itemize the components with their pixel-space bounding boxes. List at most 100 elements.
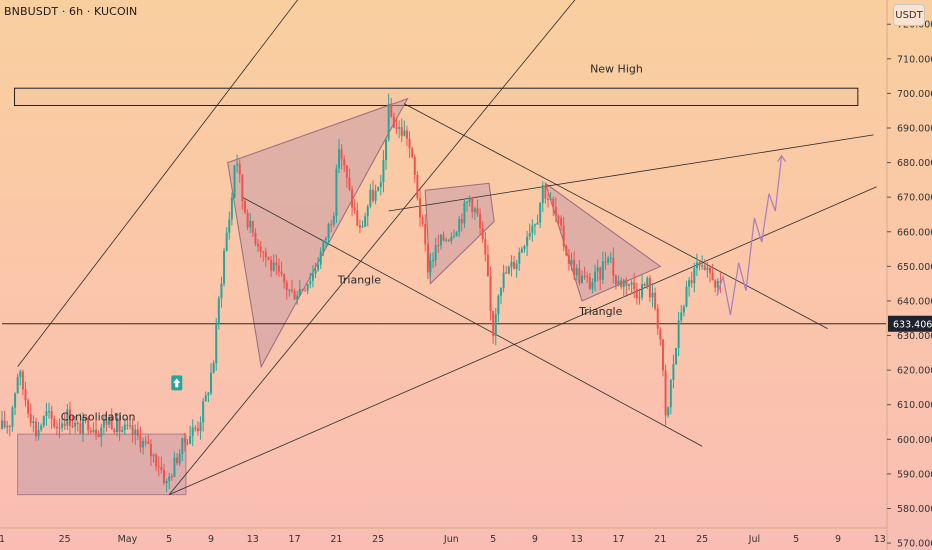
time-tick-label: 5 xyxy=(793,534,799,545)
candle-body xyxy=(361,226,364,228)
candle-body xyxy=(338,149,341,169)
candle-body xyxy=(131,425,134,436)
candle-body xyxy=(238,163,241,175)
candle-body xyxy=(348,177,351,190)
candle-body xyxy=(591,282,594,289)
price-tick-label: 620.000 xyxy=(897,366,932,377)
candle-body xyxy=(604,261,607,263)
candle-body xyxy=(468,197,471,202)
candle-body xyxy=(280,271,283,274)
candle-body xyxy=(651,292,654,298)
candle-body xyxy=(1,420,3,429)
candle-body xyxy=(306,284,309,291)
candle-body xyxy=(8,426,11,428)
candle-body xyxy=(63,423,66,426)
candle-body xyxy=(437,245,440,247)
candle-body xyxy=(207,392,210,396)
candle-body xyxy=(481,228,484,240)
candle-body xyxy=(434,245,437,260)
candle-body xyxy=(204,395,207,402)
candle-body xyxy=(513,261,516,269)
candle-body xyxy=(570,259,573,264)
time-axis: 1 25 May 5 9 13 17 21 25 Jun 5 9 13 17 21 25 Jul 5 9 13 xyxy=(0,527,886,545)
candle-body xyxy=(562,225,565,246)
candle-body xyxy=(523,246,526,250)
candle-body xyxy=(580,275,583,284)
candle-body xyxy=(288,289,291,291)
candle-body xyxy=(27,400,30,414)
candle-body xyxy=(16,376,19,394)
candle-body xyxy=(123,424,126,431)
plot-area: Consolidation Triangle Triangle New High xyxy=(1,0,886,496)
candle-body xyxy=(711,272,714,281)
candle-body xyxy=(228,219,231,233)
candle-body xyxy=(518,252,521,264)
currency-badge[interactable]: USDT xyxy=(893,4,925,26)
candle-body xyxy=(690,280,693,284)
candle-body xyxy=(664,370,667,416)
candle-body xyxy=(413,157,416,175)
candle-body xyxy=(330,224,333,226)
candle-body xyxy=(405,130,408,139)
candle-body xyxy=(108,417,111,425)
candle-body xyxy=(656,308,659,329)
candle-body xyxy=(134,429,137,436)
candle-body xyxy=(575,268,578,276)
candle-body xyxy=(345,165,348,178)
candle-body xyxy=(32,421,35,424)
candle-body xyxy=(541,185,544,203)
candle-body xyxy=(599,267,602,280)
candle-body xyxy=(24,389,27,401)
price-tick-label: 660.000 xyxy=(897,227,932,238)
triangle-label: Triangle xyxy=(337,274,381,287)
candle-body xyxy=(672,364,675,380)
candle-body xyxy=(476,208,479,214)
candle-body xyxy=(502,272,505,288)
candle-body xyxy=(371,189,374,201)
triangle-pattern xyxy=(227,97,409,369)
candle-body xyxy=(654,292,657,309)
candle-body xyxy=(382,160,385,183)
candle-body xyxy=(76,422,79,424)
candle-body xyxy=(528,233,531,237)
candle-body xyxy=(249,220,252,228)
candle-body xyxy=(225,232,228,251)
candle-body xyxy=(19,371,22,377)
candle-body xyxy=(398,127,401,129)
price-tick-label: 630.000 xyxy=(897,331,932,342)
candle-body xyxy=(243,200,246,213)
candle-body xyxy=(484,239,487,255)
time-tick-label: 9 xyxy=(208,534,214,545)
candle-body xyxy=(479,213,482,229)
candle-body xyxy=(186,442,189,444)
candle-body xyxy=(301,289,304,291)
candle-body xyxy=(311,273,314,281)
candle-body xyxy=(473,208,476,213)
candle-body xyxy=(254,232,257,244)
candle-body xyxy=(317,264,320,270)
time-tick-label: 13 xyxy=(571,534,583,545)
candles xyxy=(1,93,722,493)
candle-body xyxy=(319,251,322,265)
candle-body xyxy=(714,280,717,288)
candle-body xyxy=(353,207,356,211)
candle-body xyxy=(416,174,419,199)
candle-body xyxy=(53,418,56,427)
candle-body xyxy=(452,236,455,238)
candle-body xyxy=(48,411,51,413)
trendline xyxy=(168,0,576,495)
candle-body xyxy=(270,259,273,271)
candle-body xyxy=(588,277,591,289)
candle-body xyxy=(356,210,359,226)
time-tick-label: Jun xyxy=(443,534,459,545)
candle-body xyxy=(675,347,678,365)
time-tick-label: 25 xyxy=(696,534,708,545)
candle-body xyxy=(507,266,510,274)
candle-body xyxy=(178,453,181,464)
candle-body xyxy=(162,470,165,484)
candle-body xyxy=(121,430,124,432)
candle-body xyxy=(489,276,492,311)
candle-body xyxy=(419,198,421,218)
candle-body xyxy=(400,127,403,136)
